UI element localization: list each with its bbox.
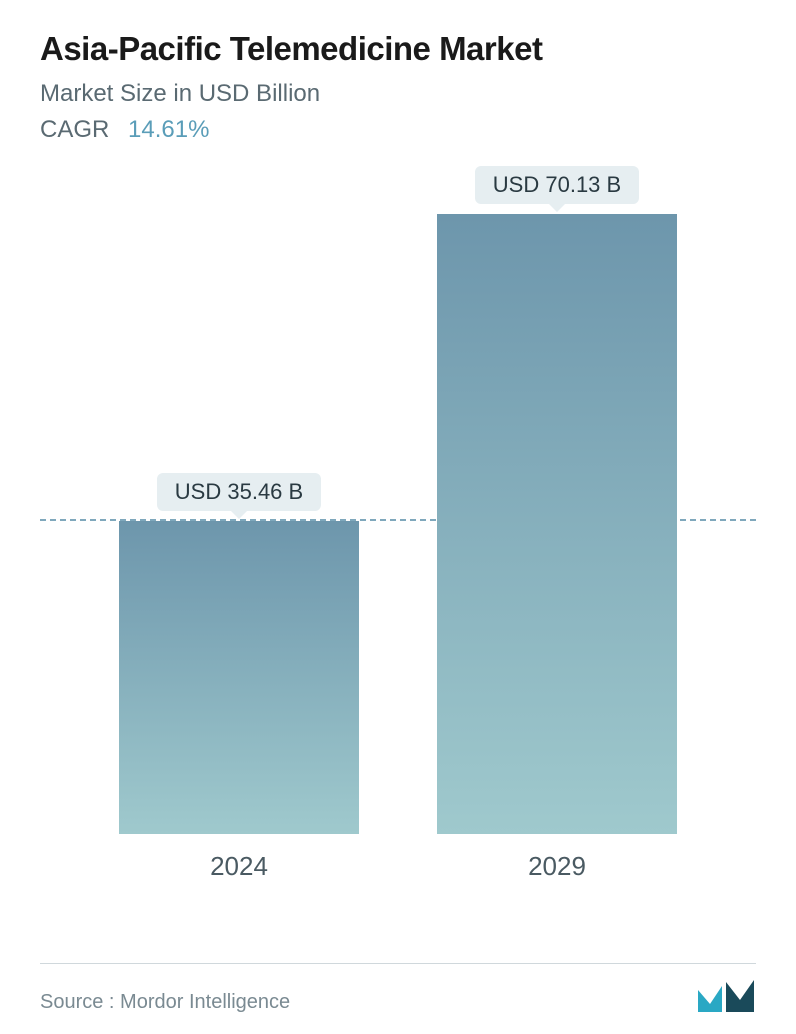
cagr-label: CAGR [40, 116, 109, 143]
bar-group: USD 70.13 B [437, 166, 677, 834]
bar-group: USD 35.46 B [119, 473, 359, 834]
bar [119, 521, 359, 834]
bars-container: USD 35.46 B USD 70.13 B [40, 154, 756, 834]
chart-footer: Source : Mordor Intelligence [40, 963, 756, 1014]
source-name: Mordor Intelligence [120, 991, 290, 1013]
value-badge: USD 35.46 B [157, 473, 321, 511]
value-badge: USD 70.13 B [475, 166, 639, 204]
source-label: Source : [40, 991, 114, 1013]
cagr-row: CAGR 14.61% [40, 116, 756, 144]
source-attribution: Source : Mordor Intelligence [40, 991, 290, 1014]
x-axis-label: 2029 [437, 851, 677, 882]
x-axis-labels: 2024 2029 [40, 851, 756, 882]
bar [437, 214, 677, 834]
x-axis-label: 2024 [119, 851, 359, 882]
cagr-value: 14.61% [128, 116, 209, 143]
chart-subtitle: Market Size in USD Billion [40, 80, 756, 108]
chart-area: USD 35.46 B USD 70.13 B 2024 2029 [40, 154, 756, 894]
brand-logo-icon [696, 978, 756, 1014]
chart-title: Asia-Pacific Telemedicine Market [40, 30, 756, 68]
